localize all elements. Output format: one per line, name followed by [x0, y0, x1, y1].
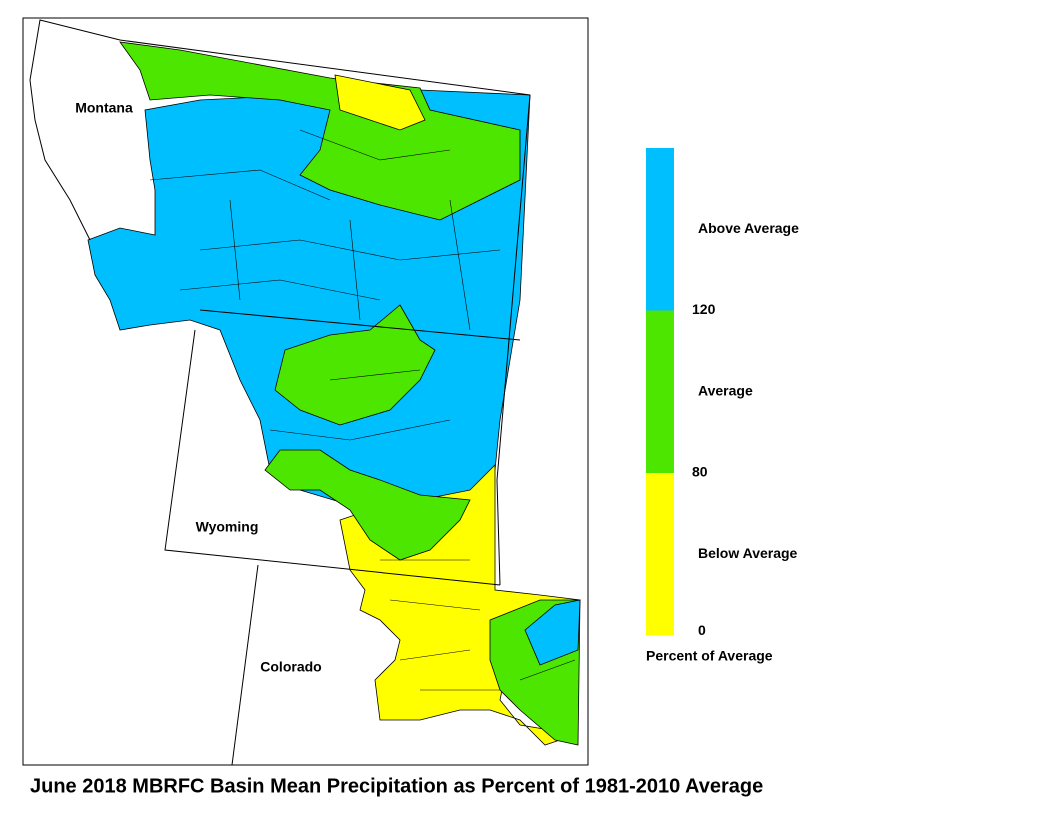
state-label: Colorado [260, 659, 321, 675]
wyoming-border [164, 329, 501, 586]
legend-swatch [646, 473, 674, 636]
region-average [119, 41, 521, 221]
map-regions [87, 41, 581, 746]
legend-swatch [646, 148, 674, 311]
region-average [264, 449, 471, 561]
mt-wy-border [199, 309, 521, 341]
legend-break: 80 [692, 464, 708, 480]
colorado-border [231, 564, 259, 766]
legend-break: 0 [698, 622, 706, 638]
region-above [524, 599, 581, 666]
region-average [274, 304, 436, 426]
legend-swatch [646, 310, 674, 473]
legend-break: 120 [692, 301, 716, 317]
state-label: Wyoming [196, 519, 259, 535]
legend-label: Below Average [698, 545, 798, 561]
legend-label: Average [698, 382, 753, 398]
basin-lines [149, 129, 576, 691]
state-label: Montana [75, 100, 133, 116]
state-borders [29, 19, 531, 766]
legend-label: Above Average [698, 220, 799, 236]
legend-title: Percent of Average [646, 648, 773, 664]
montana-border [29, 19, 531, 241]
legend: Percent of Average Above Average Average B… [646, 148, 799, 664]
map-title: June 2018 MBRFC Basin Mean Precipitation… [30, 775, 763, 797]
east-border [496, 94, 531, 586]
region-below [334, 74, 426, 131]
